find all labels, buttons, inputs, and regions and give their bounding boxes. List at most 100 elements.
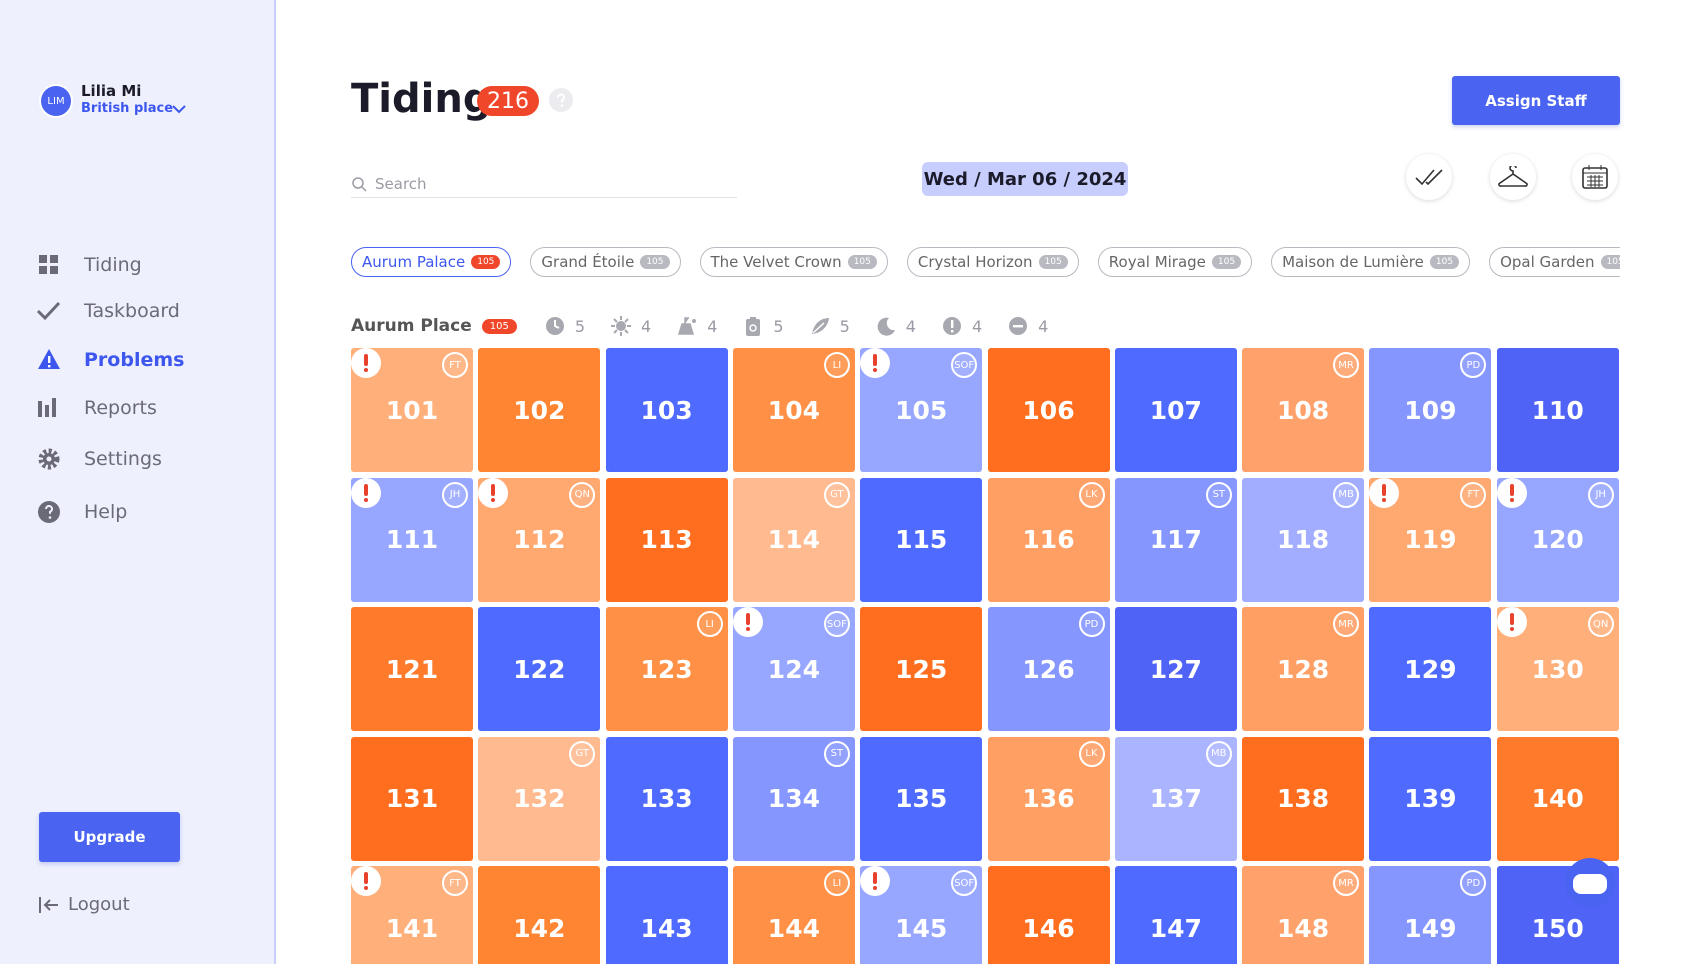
room-number: 146 [1022, 913, 1075, 943]
check-button[interactable] [1406, 154, 1452, 200]
room-tile[interactable]: 114 GT [732, 477, 855, 602]
staff-badge: FT [1460, 481, 1487, 508]
room-tile[interactable]: 127 [1114, 607, 1237, 732]
filter[interactable]: 5 [743, 316, 784, 336]
avatar[interactable]: LIM [39, 84, 73, 118]
user-place[interactable]: British place [81, 101, 174, 116]
room-tile[interactable]: 122 [478, 607, 601, 732]
hotel-tab[interactable]: Opal Garden 105 [1489, 247, 1620, 277]
room-tile[interactable]: 117 ST [1114, 477, 1237, 602]
nav-item[interactable]: Settings [36, 444, 162, 474]
section-header: Aurum Place 105 5 4 4 5 5 4 4 4 [351, 314, 1074, 338]
room-tile[interactable]: 143 [605, 866, 728, 964]
room-tile[interactable]: 142 [478, 866, 601, 964]
room-number: 110 [1531, 395, 1584, 425]
assign-staff-button[interactable]: Assign Staff [1452, 76, 1620, 125]
logout[interactable]: Logout [38, 894, 130, 915]
search-box[interactable]: Search [351, 170, 737, 198]
room-tile[interactable]: 137 MB [1114, 736, 1237, 861]
room-tile[interactable]: 103 [605, 348, 728, 472]
chat-button[interactable] [1562, 858, 1618, 908]
staff-badge: PD [1078, 611, 1105, 638]
room-tile[interactable]: 118 MB [1242, 477, 1365, 602]
room-tile[interactable]: 107 [1114, 348, 1237, 472]
filter-icon [942, 317, 961, 335]
room-tile[interactable]: 108 MR [1242, 348, 1365, 472]
room-tile[interactable]: 105 SOF [860, 348, 983, 472]
staff-badge: FT [442, 870, 468, 897]
room-tile[interactable]: 141 FT [351, 866, 473, 964]
nav-item[interactable]: Taskboard [36, 296, 180, 326]
room-tile[interactable]: 134 ST [732, 736, 855, 861]
room-tile[interactable]: 124 SOF [732, 607, 855, 732]
hotel-tab[interactable]: Royal Mirage 105 [1097, 247, 1253, 277]
filter[interactable]: 4 [876, 316, 916, 336]
room-tile[interactable]: 104 LI [732, 348, 855, 472]
room-number: 124 [767, 654, 820, 684]
room-tile[interactable]: 135 [860, 736, 983, 861]
room-tile[interactable]: 148 MR [1242, 866, 1365, 964]
room-tile[interactable]: 149 PD [1369, 866, 1492, 964]
nav-item[interactable]: Tiding [36, 250, 142, 280]
room-tile[interactable]: 130 QN [1496, 607, 1619, 732]
room-tile[interactable]: 147 [1114, 866, 1237, 964]
nav-item[interactable]: Help [36, 497, 127, 527]
room-tile[interactable]: 119 FT [1369, 477, 1492, 602]
room-tile[interactable]: 126 PD [987, 607, 1110, 732]
nav-icon-svg [39, 255, 58, 274]
hotel-tab[interactable]: Grand Étoile 105 [530, 247, 681, 277]
room-tile[interactable]: 102 [478, 348, 601, 472]
room-tile[interactable]: 115 [860, 477, 983, 602]
filter-icon [811, 318, 829, 334]
room-tile[interactable]: 120 JH [1496, 477, 1619, 602]
hotel-tab[interactable]: Maison de Lumière 105 [1271, 247, 1471, 277]
room-tile[interactable]: 144 LI [732, 866, 855, 964]
logout-icon [39, 896, 58, 913]
room-tile[interactable]: 140 [1496, 736, 1619, 861]
room-tile[interactable]: 112 QN [478, 477, 601, 602]
room-tile[interactable]: 106 [987, 348, 1110, 472]
upgrade-button[interactable]: Upgrade [39, 812, 180, 862]
room-number: 137 [1149, 784, 1202, 814]
hotel-tab[interactable]: Crystal Horizon 105 [906, 247, 1079, 277]
filter[interactable]: 4 [611, 316, 651, 336]
room-tile[interactable]: 109 PD [1369, 348, 1492, 472]
filter[interactable]: 4 [942, 316, 982, 336]
room-tile[interactable]: 146 [987, 866, 1110, 964]
filter[interactable]: 4 [677, 316, 717, 336]
room-tile[interactable]: 133 [605, 736, 728, 861]
room-tile[interactable]: 132 GT [478, 736, 601, 861]
calendar-button[interactable] [1572, 154, 1618, 200]
room-tile[interactable]: 131 [351, 736, 473, 861]
problem-flag [351, 348, 381, 378]
nav-item[interactable]: Problems [36, 345, 184, 375]
room-tile[interactable]: 110 [1496, 348, 1619, 472]
room-tile[interactable]: 116 LK [987, 477, 1110, 602]
room-tile[interactable]: 125 [860, 607, 983, 732]
nav-item[interactable]: Reports [36, 393, 157, 423]
hotel-tab[interactable]: The Velvet Crown 105 [699, 247, 888, 277]
date-picker[interactable]: Wed / Mar 06 / 2024 [922, 162, 1128, 196]
help-icon[interactable] [549, 88, 573, 112]
room-tile[interactable]: 139 [1369, 736, 1492, 861]
room-tile[interactable]: 128 MR [1242, 607, 1365, 732]
room-tile[interactable]: 150 [1496, 866, 1619, 964]
filter[interactable]: 5 [810, 316, 850, 336]
hotel-count: 105 [640, 255, 670, 269]
filter[interactable]: 5 [545, 316, 585, 336]
room-tile[interactable]: 101 FT [351, 348, 473, 472]
room-tile[interactable]: 129 [1369, 607, 1492, 732]
room-tile[interactable]: 123 LI [605, 607, 728, 732]
hotel-count: 105 [1600, 255, 1620, 269]
room-tile[interactable]: 136 LK [987, 736, 1110, 861]
room-tile[interactable]: 111 JH [351, 477, 473, 602]
room-tile[interactable]: 145 SOF [860, 866, 983, 964]
room-tile[interactable]: 121 [351, 607, 473, 732]
hanger-button[interactable] [1490, 154, 1536, 200]
hotel-tab[interactable]: Aurum Palace 105 [351, 247, 512, 277]
room-tile[interactable]: 138 [1242, 736, 1365, 861]
filter[interactable]: 4 [1008, 316, 1048, 336]
problem-flag [1369, 477, 1400, 508]
chevron[interactable] [171, 104, 187, 114]
room-tile[interactable]: 113 [605, 477, 728, 602]
